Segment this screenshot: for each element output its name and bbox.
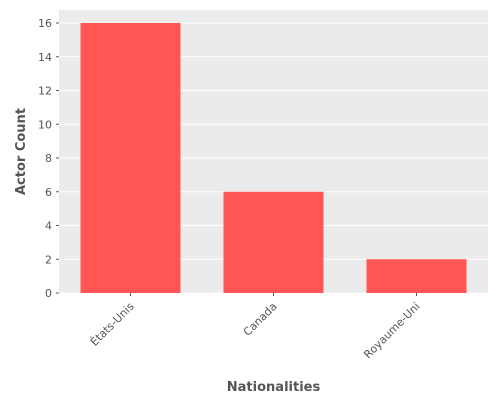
bar (223, 191, 324, 293)
bar (366, 259, 467, 293)
x-tick-label: Canada (241, 300, 280, 339)
x-tick-label: États-Unis (88, 300, 137, 349)
bar (80, 23, 181, 293)
y-tick-label: 4 (45, 220, 52, 233)
x-axis-title: Nationalities (227, 380, 321, 395)
x-tick-label: Royaume-Uni (361, 300, 422, 361)
y-tick-label: 8 (45, 152, 52, 165)
y-tick-label: 10 (38, 118, 52, 131)
y-tick-label: 12 (38, 85, 52, 98)
y-tick-label: 0 (45, 287, 52, 300)
y-axis-title: Actor Count (14, 108, 29, 195)
bars (80, 23, 467, 293)
y-tick-label: 6 (45, 186, 52, 199)
y-axis: 0 2 4 6 8 10 12 14 16 (38, 17, 59, 300)
y-tick-label: 16 (38, 17, 52, 30)
y-tick-label: 2 (45, 253, 52, 266)
x-axis: États-Unis Canada Royaume-Uni (88, 293, 423, 361)
y-tick-label: 14 (38, 51, 52, 64)
